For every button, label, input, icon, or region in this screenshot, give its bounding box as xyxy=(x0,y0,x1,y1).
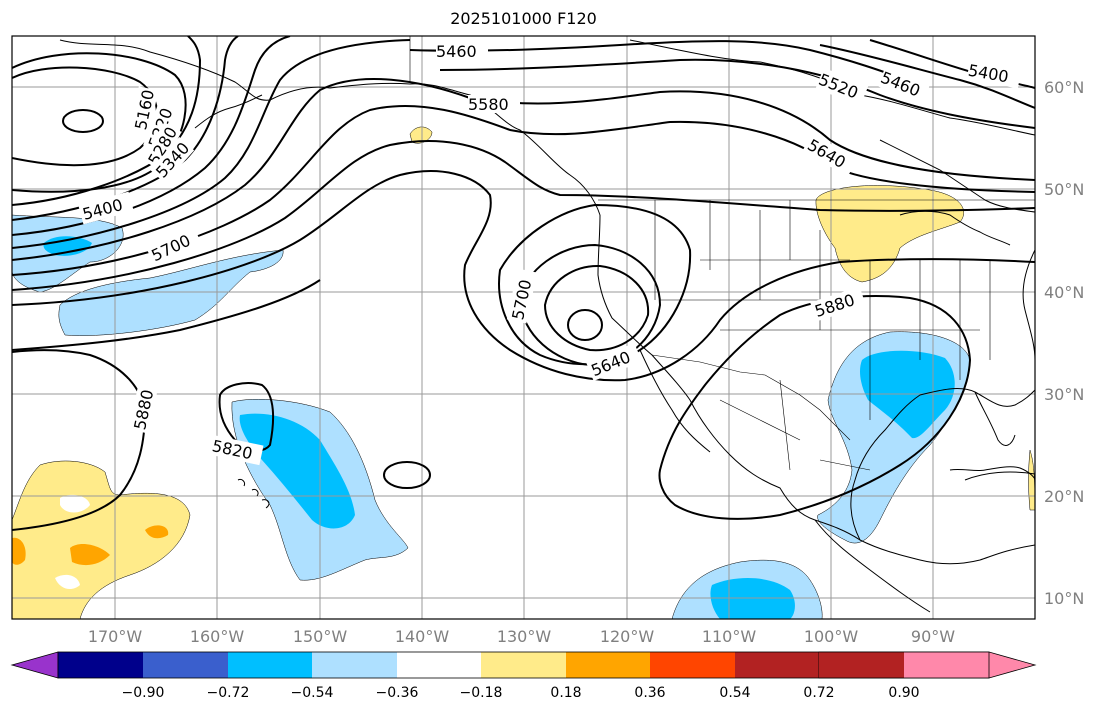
state-lines xyxy=(654,200,991,420)
contour-5640-trough xyxy=(498,203,692,366)
contour-labels: 5460 5580 5520 5460 5400 5160 5220 5280 … xyxy=(78,42,1022,466)
contour-inner-core xyxy=(567,309,603,341)
pos-area-southwest-core3 xyxy=(12,537,26,565)
white-hole-1 xyxy=(60,494,90,513)
lon-tick-label: 100°W xyxy=(804,627,859,646)
lat-tick-label: 50°N xyxy=(1044,180,1084,199)
neg-area-south-core xyxy=(710,578,795,619)
colorbar-segment xyxy=(735,652,819,678)
mexico-lines xyxy=(719,379,871,471)
colorbar-segment xyxy=(650,652,735,678)
contour-5820-loop xyxy=(218,382,275,452)
contour-5820 xyxy=(12,279,321,351)
lat-tick-label: 20°N xyxy=(1044,487,1084,506)
colorbar-segment xyxy=(819,652,904,678)
colorbar: −0.90 −0.72 −0.54 −0.36 −0.18 0.18 0.36 … xyxy=(10,651,1037,701)
contour-5520 xyxy=(439,58,1035,129)
colorbar-segment xyxy=(58,652,143,678)
pos-area-southwest-core xyxy=(70,544,110,566)
contour-5700-big xyxy=(12,140,1035,291)
colorbar-tick-label: 0.54 xyxy=(719,685,750,701)
white-hole-2 xyxy=(55,574,80,590)
coast-east xyxy=(1022,249,1035,361)
contour-inner2 xyxy=(543,264,650,352)
contour-5220 xyxy=(12,36,202,206)
pos-area-southwest-core2 xyxy=(145,525,169,539)
neg-area-west-core xyxy=(43,236,92,256)
colorbar-tick-label: −0.18 xyxy=(460,685,503,701)
colorbar-tick-label: 0.18 xyxy=(550,685,581,701)
contour-label: 5460 xyxy=(436,42,477,61)
colorbar-segment xyxy=(566,652,650,678)
coast-yucatan xyxy=(949,466,1035,481)
contour-5880-east xyxy=(658,295,972,520)
lat-tick-label: 30°N xyxy=(1044,385,1084,404)
colorbar-tick-label: 0.72 xyxy=(803,685,834,701)
hawaii xyxy=(237,479,270,509)
colorbar-segment xyxy=(481,652,566,678)
lat-tick-label: 10°N xyxy=(1044,589,1084,608)
lon-tick-label: 150°W xyxy=(293,627,348,646)
coast-cuba xyxy=(964,471,1035,481)
lon-tick-label: 120°W xyxy=(600,627,655,646)
colorbar-segment xyxy=(228,652,312,678)
contour-small-loop xyxy=(383,461,431,489)
neg-area-central-core xyxy=(239,413,355,529)
colorbar-tick-label: −0.54 xyxy=(291,685,334,701)
pos-area-small xyxy=(409,126,433,144)
lat-tick-label: 60°N xyxy=(1044,78,1084,97)
map-frame xyxy=(11,35,1036,620)
colorbar-segment xyxy=(397,652,481,678)
colorbar-tick-label: −0.36 xyxy=(376,685,419,701)
colorbar-ticks: −0.90 −0.72 −0.54 −0.36 −0.18 0.18 0.36 … xyxy=(122,685,920,701)
map-title: 2025101000 F120 xyxy=(450,9,597,28)
colorbar-segment xyxy=(904,652,989,678)
contour-5460-top xyxy=(409,40,921,86)
coast-baja xyxy=(639,349,711,453)
coast-centralamerica xyxy=(814,519,931,613)
coast-westcoast xyxy=(597,214,1035,565)
colorbar-tick-label: −0.90 xyxy=(122,685,165,701)
colorbar-outline xyxy=(57,651,990,679)
lon-tick-label: 110°W xyxy=(702,627,757,646)
lon-tick-label: 90°W xyxy=(911,627,955,646)
contour-5460-right xyxy=(819,44,1035,109)
lon-tick-label: 160°W xyxy=(190,627,245,646)
longitude-ticks: 170°W 160°W 150°W 140°W 130°W 120°W 110°… xyxy=(88,627,955,646)
colorbar-segment xyxy=(143,652,228,678)
border-us-mexico xyxy=(651,354,851,441)
colorbar-tick-label: −0.72 xyxy=(207,685,250,701)
lon-tick-label: 130°W xyxy=(497,627,552,646)
latitude-ticks: 60°N 50°N 40°N 30°N 20°N 10°N xyxy=(1044,78,1084,608)
colorbar-segment xyxy=(312,652,397,678)
lon-tick-label: 170°W xyxy=(88,627,143,646)
contour-low-center xyxy=(62,109,104,133)
coast-alaska xyxy=(59,39,601,216)
colorbar-extend-low xyxy=(10,651,59,679)
borders xyxy=(409,36,1035,471)
colorbar-tick-label: 0.90 xyxy=(888,685,919,701)
coast-alaska-range xyxy=(194,94,263,129)
pos-area-east-edge xyxy=(1028,449,1035,511)
anomaly-shading xyxy=(12,126,1035,619)
contour-5400-a xyxy=(12,39,411,249)
colorbar-tick-label: 0.36 xyxy=(634,685,665,701)
coast-gulf xyxy=(850,388,1035,541)
contour-5700-trough xyxy=(12,170,1035,382)
lat-tick-label: 40°N xyxy=(1044,283,1084,302)
contour-label: 5580 xyxy=(468,95,509,114)
contour-inner1 xyxy=(518,243,662,367)
lon-tick-label: 140°W xyxy=(395,627,450,646)
coast-florida xyxy=(974,391,1016,446)
